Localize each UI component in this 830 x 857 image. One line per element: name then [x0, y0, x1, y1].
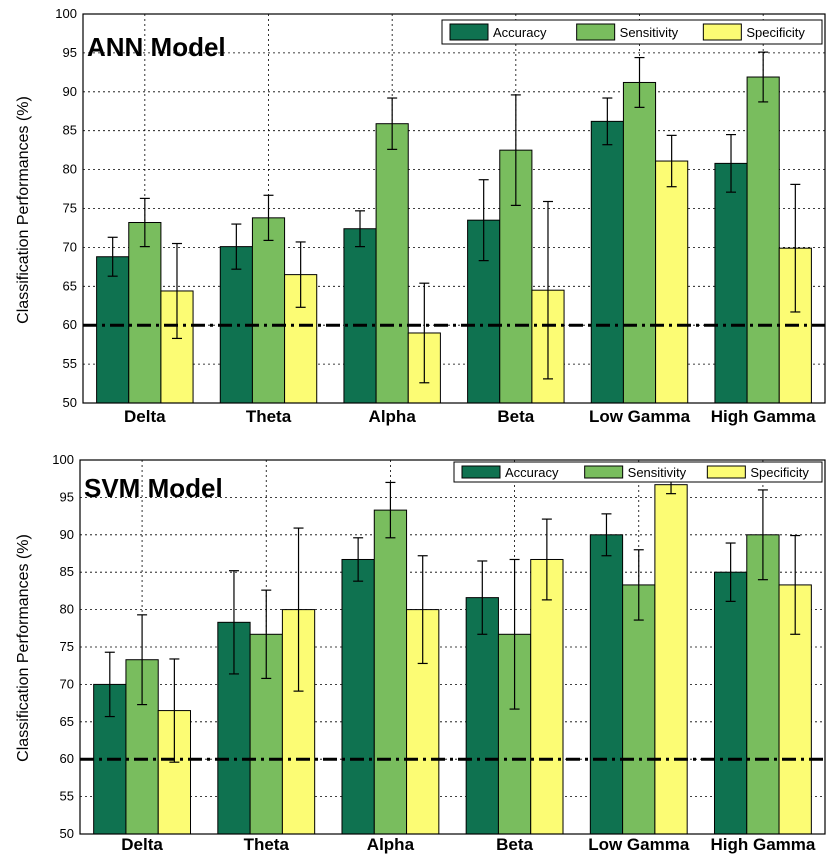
y-tick-label: 65 [63, 278, 77, 293]
y-tick-label: 70 [63, 239, 77, 254]
legend-label: Sensitivity [628, 465, 687, 480]
y-axis-label: Classification Performances (%) [15, 96, 32, 324]
x-tick-label: Theta [244, 835, 290, 854]
y-tick-label: 85 [63, 123, 77, 138]
bar [341, 558, 375, 835]
svm-model-chart: Classification Performances (%) SVM Mode… [15, 452, 826, 854]
bar [343, 228, 377, 404]
x-tick-label: Alpha [369, 407, 417, 426]
y-tick-label: 80 [63, 162, 77, 177]
bar [654, 484, 688, 835]
x-tick-label: Beta [496, 835, 533, 854]
grid [83, 14, 825, 403]
legend-box [441, 19, 823, 45]
legend-swatch [584, 465, 624, 479]
x-tick-label: High Gamma [711, 407, 816, 426]
bar [746, 76, 780, 404]
y-tick-label: 75 [60, 639, 74, 654]
y-tick-label: 60 [60, 751, 74, 766]
grid [80, 460, 825, 834]
legend: Accuracy Sensitivity Specificity [453, 461, 823, 483]
y-tick-label: 75 [63, 201, 77, 216]
ann-model-chart: Classification Performances (%) ANN Mode… [15, 6, 826, 426]
bar [622, 584, 656, 835]
bar [746, 534, 780, 835]
bar [589, 534, 624, 835]
bar [622, 81, 657, 404]
y-tick-label: 95 [60, 489, 74, 504]
bar [251, 217, 286, 404]
y-tick-label: 70 [60, 676, 74, 691]
y-tick-label: 60 [63, 317, 77, 332]
legend-label: Accuracy [505, 465, 559, 480]
y-tick-label: 80 [60, 602, 74, 617]
legend-swatch [706, 465, 746, 479]
y-tick-label: 95 [63, 45, 77, 60]
y-tick-label: 90 [60, 527, 74, 542]
bar [530, 558, 564, 835]
legend-swatch [461, 465, 501, 479]
legend-label: Specificity [750, 465, 809, 480]
y-tick-label: 50 [63, 395, 77, 410]
bar [590, 120, 624, 404]
y-tick-label: 100 [52, 452, 74, 467]
x-tick-label: Low Gamma [588, 835, 690, 854]
y-tick-label: 85 [60, 564, 74, 579]
chart-title: SVM Model [84, 473, 223, 503]
y-tick-label: 55 [63, 356, 77, 371]
bar [714, 162, 748, 404]
bar [373, 509, 408, 835]
chart-title: ANN Model [87, 32, 226, 62]
y-tick-label: 90 [63, 84, 77, 99]
bar [128, 222, 162, 404]
bar [778, 584, 812, 835]
plot-frame [82, 13, 826, 404]
bar [96, 256, 130, 404]
bar [655, 160, 689, 404]
x-tick-label: High Gamma [710, 835, 815, 854]
legend-swatch [449, 23, 489, 41]
bars [96, 51, 812, 404]
bars [93, 475, 812, 835]
legend-label: Specificity [746, 25, 805, 40]
bar [375, 123, 409, 404]
legend: Accuracy Sensitivity Specificity [441, 19, 823, 45]
y-tick-label: 65 [60, 714, 74, 729]
x-tick-label: Delta [121, 835, 163, 854]
y-tick-label: 50 [60, 826, 74, 841]
legend-label: Accuracy [493, 25, 547, 40]
x-tick-label: Alpha [367, 835, 415, 854]
y-axis-label: Classification Performances (%) [15, 534, 32, 762]
legend-label: Sensitivity [620, 25, 679, 40]
x-tick-label: Beta [497, 407, 534, 426]
bar [465, 597, 499, 835]
y-tick-label: 100 [55, 6, 77, 21]
legend-swatch [702, 23, 742, 41]
x-tick-label: Theta [246, 407, 292, 426]
y-tick-label: 55 [60, 789, 74, 804]
x-tick-label: Delta [124, 407, 166, 426]
plot-frame [79, 459, 826, 835]
legend-swatch [576, 23, 616, 41]
x-tick-label: Low Gamma [589, 407, 691, 426]
bar [713, 571, 748, 835]
